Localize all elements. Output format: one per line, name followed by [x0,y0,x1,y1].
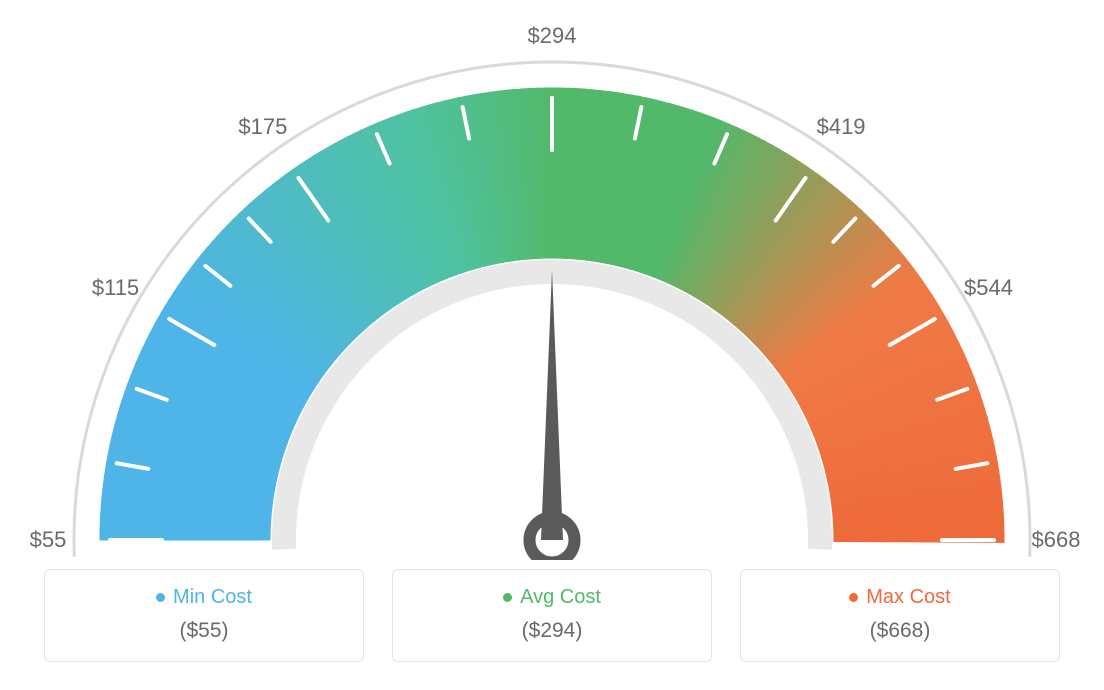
legend-value-max: ($668) [761,619,1039,643]
legend-card-max: Max Cost ($668) [740,569,1060,662]
legend-label-avg: Avg Cost [520,586,601,609]
legend-title-max: Max Cost [849,586,950,609]
legend-card-min: Min Cost ($55) [44,569,364,662]
legend-dot-avg [503,593,512,602]
cost-gauge: $55$115$175$294$419$544$668 [42,20,1062,560]
legend-value-min: ($55) [65,619,343,643]
legend-card-avg: Avg Cost ($294) [392,569,712,662]
legend-title-avg: Avg Cost [503,586,601,609]
legend-value-avg: ($294) [413,619,691,643]
legend-row: Min Cost ($55) Avg Cost ($294) Max Cost … [0,569,1104,662]
legend-label-max: Max Cost [866,586,950,609]
legend-label-min: Min Cost [173,586,252,609]
gauge-tick-label: $668 [1032,527,1081,553]
legend-title-min: Min Cost [156,586,252,609]
legend-dot-min [156,593,165,602]
gauge-tick-label: $419 [817,114,866,140]
gauge-tick-label: $55 [30,527,67,553]
gauge-svg [42,20,1062,560]
gauge-tick-label: $544 [964,275,1013,301]
legend-dot-max [849,593,858,602]
gauge-tick-label: $175 [238,114,287,140]
gauge-tick-label: $294 [528,23,577,49]
gauge-tick-label: $115 [92,275,139,301]
